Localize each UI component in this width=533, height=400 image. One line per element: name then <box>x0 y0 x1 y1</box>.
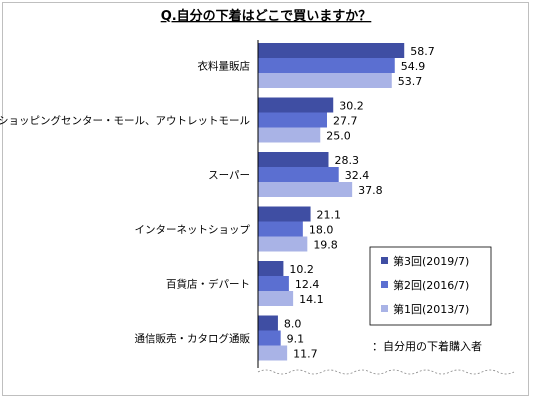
value-label: 27.7 <box>333 115 358 128</box>
bar <box>258 112 328 128</box>
category-label: ショッピングセンター・モール、アウトレットモール <box>0 114 250 127</box>
value-label: 19.8 <box>313 239 338 252</box>
category-labels: 衣料量販店ショッピングセンター・モール、アウトレットモールスーパーインターネット… <box>0 60 250 346</box>
value-label: 8.0 <box>284 318 302 331</box>
category-label: 通信販売・カタログ通販 <box>135 332 251 345</box>
bar <box>258 345 288 361</box>
legend-label-2016: 第2回(2016/7) <box>393 278 469 292</box>
bar <box>258 73 392 88</box>
value-label: 21.1 <box>317 209 342 222</box>
bar <box>258 236 308 252</box>
axis-break-line <box>257 369 515 375</box>
bar <box>258 182 353 197</box>
value-label: 10.2 <box>289 263 314 276</box>
legend: 第3回(2019/7) 第2回(2016/7) 第1回(2013/7) <box>369 246 492 326</box>
bar <box>258 261 284 276</box>
bar <box>258 315 278 331</box>
value-label: 53.7 <box>398 75 423 88</box>
value-label: 18.0 <box>309 224 334 237</box>
legend-box <box>369 246 492 326</box>
value-label: 32.4 <box>345 169 370 182</box>
category-label: スーパー <box>208 170 250 182</box>
category-label: 衣料量販店 <box>198 60 251 73</box>
value-label: 58.7 <box>410 45 435 58</box>
bar <box>258 97 334 113</box>
value-label: 28.3 <box>334 154 359 167</box>
legend-label-2019: 第3回(2019/7) <box>393 254 469 268</box>
category-label: インターネットショップ <box>135 224 251 236</box>
value-labels: 58.7 54.9 53.7 30.2 27.7 25.0 28.3 32.4 37.8 21.1… <box>284 45 435 361</box>
chart-note: ：自分用の下着購入者 <box>372 339 482 353</box>
bar <box>258 330 281 346</box>
legend-swatch-2016 <box>381 281 388 288</box>
value-label: 12.4 <box>295 278 320 291</box>
value-label: 37.8 <box>358 184 383 197</box>
bar <box>258 58 395 73</box>
bar <box>258 43 405 58</box>
legend-label-2013: 第1回(2013/7) <box>393 302 469 316</box>
bar <box>258 127 321 143</box>
value-label: 54.9 <box>401 60 426 73</box>
category-label: 百貨店・デパート <box>166 278 250 291</box>
bar <box>258 276 289 291</box>
value-label: 14.1 <box>299 293 324 306</box>
value-label: 25.0 <box>326 130 351 143</box>
chart-title: Q.自分の下着はどこで買いますか？ <box>161 8 372 24</box>
legend-swatch-2013 <box>381 305 388 312</box>
value-label: 11.7 <box>293 348 318 361</box>
legend-swatch-2019 <box>381 257 388 264</box>
bar <box>258 221 303 237</box>
bar <box>258 206 311 222</box>
bars <box>258 43 405 361</box>
bar <box>258 152 329 167</box>
value-label: 30.2 <box>339 100 364 113</box>
value-label: 9.1 <box>287 333 305 346</box>
bar <box>258 291 294 306</box>
bar <box>258 167 339 182</box>
